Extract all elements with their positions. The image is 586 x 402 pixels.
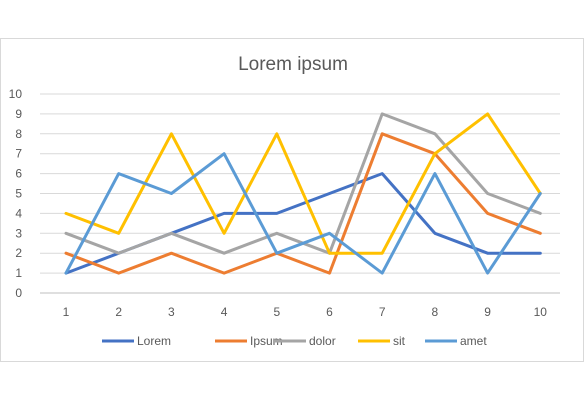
y-tick-label: 0 bbox=[15, 286, 22, 300]
x-tick-label: 1 bbox=[63, 305, 70, 319]
series-line-sit bbox=[64, 112, 542, 255]
x-tick-label: 4 bbox=[221, 305, 228, 319]
legend-label-dolor: dolor bbox=[309, 334, 336, 348]
series-lines bbox=[64, 112, 542, 275]
y-tick-label: 1 bbox=[15, 266, 22, 280]
x-tick-label: 2 bbox=[115, 305, 122, 319]
x-tick-label: 8 bbox=[432, 305, 439, 319]
y-tick-label: 10 bbox=[9, 87, 23, 101]
x-tick-label: 9 bbox=[484, 305, 491, 319]
y-tick-label: 7 bbox=[15, 147, 22, 161]
legend-label-sit: sit bbox=[393, 334, 406, 348]
legend-label-amet: amet bbox=[460, 334, 487, 348]
chart-area bbox=[0, 38, 584, 362]
legend-label-lorem: Lorem bbox=[137, 334, 171, 348]
y-tick-label: 3 bbox=[15, 226, 22, 240]
series-line-amet bbox=[64, 152, 542, 275]
legend: Lorem Ipsum dolor sit amet bbox=[102, 334, 487, 348]
x-tick-label: 3 bbox=[168, 305, 175, 319]
x-axis-ticks: 1 2 3 4 5 6 7 8 9 10 bbox=[63, 305, 548, 319]
series-line-ipsum bbox=[64, 132, 542, 275]
gridlines bbox=[40, 93, 560, 294]
x-tick-label: 6 bbox=[326, 305, 333, 319]
y-tick-label: 9 bbox=[15, 107, 22, 121]
x-tick-label: 7 bbox=[379, 305, 386, 319]
x-tick-label: 5 bbox=[273, 305, 280, 319]
series-line-dolor bbox=[64, 112, 542, 255]
y-tick-label: 5 bbox=[15, 187, 22, 201]
y-axis-ticks: 0 1 2 3 4 5 6 7 8 9 10 bbox=[9, 87, 23, 300]
legend-label-ipsum: Ipsum bbox=[250, 334, 283, 348]
y-tick-label: 6 bbox=[15, 167, 22, 181]
x-tick-label: 10 bbox=[534, 305, 548, 319]
y-tick-label: 8 bbox=[15, 127, 22, 141]
chart-title: Lorem ipsum bbox=[238, 54, 348, 75]
series-line-lorem bbox=[64, 172, 542, 275]
y-tick-label: 4 bbox=[15, 206, 22, 220]
y-tick-label: 2 bbox=[15, 246, 22, 260]
